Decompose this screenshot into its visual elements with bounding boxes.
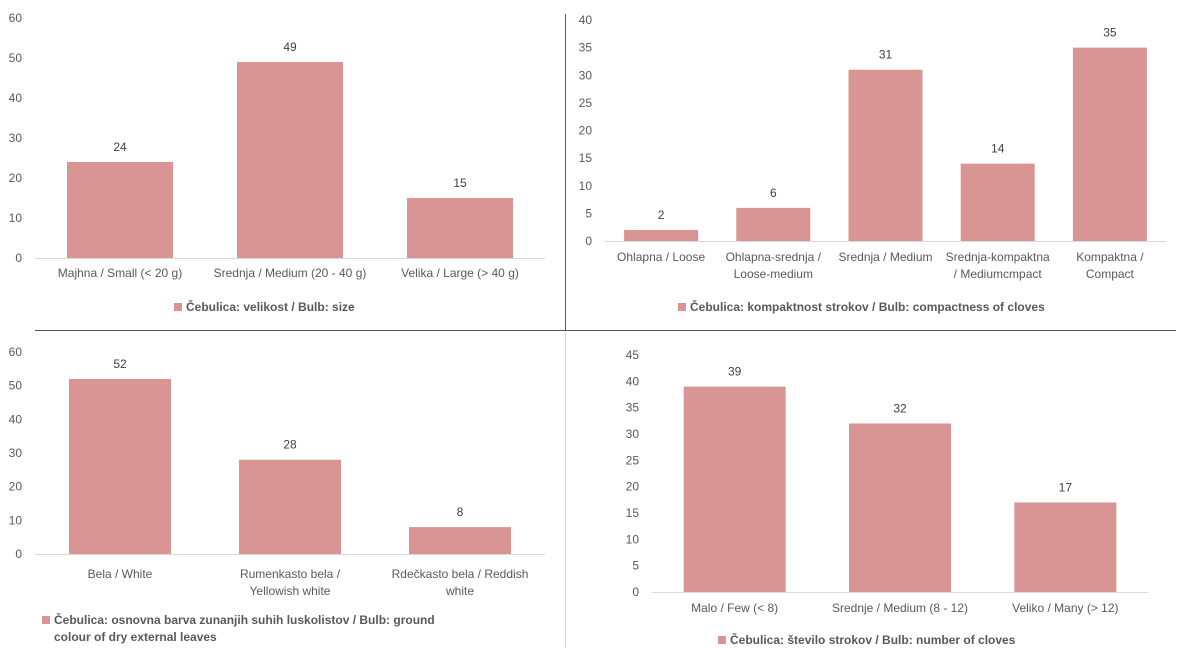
data-label: 8 bbox=[457, 505, 464, 519]
x-tick-label: white bbox=[445, 584, 474, 598]
bar bbox=[239, 459, 341, 554]
y-tick-label: 60 bbox=[9, 11, 23, 25]
legend-swatch bbox=[42, 616, 50, 624]
data-label: 52 bbox=[113, 357, 127, 371]
x-tick-label: Rdečkasto bela / Reddish bbox=[392, 567, 529, 581]
y-tick-label: 35 bbox=[579, 41, 593, 55]
x-tick-label: Malo / Few (< 8) bbox=[691, 601, 778, 615]
y-tick-label: 35 bbox=[626, 401, 640, 415]
y-tick-label: 10 bbox=[579, 179, 593, 193]
y-tick-label: 10 bbox=[626, 532, 640, 546]
y-tick-label: 0 bbox=[15, 547, 22, 561]
y-tick-label: 40 bbox=[579, 13, 593, 27]
legend-swatch bbox=[718, 636, 726, 644]
data-label: 32 bbox=[893, 401, 907, 415]
legend-label: colour of dry external leaves bbox=[54, 630, 217, 644]
y-tick-label: 30 bbox=[626, 427, 640, 441]
data-label: 15 bbox=[453, 176, 467, 190]
data-label: 49 bbox=[283, 40, 297, 54]
data-label: 17 bbox=[1059, 480, 1073, 494]
data-label: 35 bbox=[1103, 26, 1117, 40]
data-label: 2 bbox=[658, 208, 665, 222]
bar bbox=[683, 386, 786, 592]
legend-swatch bbox=[678, 303, 686, 311]
y-tick-label: 0 bbox=[585, 234, 592, 248]
y-tick-label: 0 bbox=[632, 585, 639, 599]
bar bbox=[736, 207, 811, 241]
x-tick-label: Veliko / Many (> 12) bbox=[1012, 601, 1118, 615]
bar bbox=[67, 162, 173, 258]
y-tick-label: 20 bbox=[9, 171, 23, 185]
y-tick-label: 30 bbox=[9, 131, 23, 145]
x-tick-label: Srednja / Medium (20 - 40 g) bbox=[214, 266, 367, 280]
legend-label: Čebulica: osnovna barva zunanjih suhih l… bbox=[54, 612, 435, 627]
legend-label: Čebulica: število strokov / Bulb: number… bbox=[730, 632, 1016, 647]
y-tick-label: 15 bbox=[579, 151, 593, 165]
x-tick-label: Srednje / Medium (8 - 12) bbox=[832, 601, 968, 615]
x-tick-label: Kompaktna / bbox=[1076, 250, 1144, 264]
y-tick-label: 10 bbox=[9, 211, 23, 225]
x-tick-label: Velika / Large (> 40 g) bbox=[401, 266, 519, 280]
x-tick-label: Yellowish white bbox=[250, 584, 331, 598]
y-tick-label: 50 bbox=[9, 51, 23, 65]
y-tick-label: 0 bbox=[15, 251, 22, 265]
y-tick-label: 25 bbox=[579, 96, 593, 110]
vertical-divider-bottom bbox=[565, 331, 566, 648]
y-tick-label: 25 bbox=[626, 453, 640, 467]
bar bbox=[237, 62, 343, 258]
y-tick-label: 60 bbox=[9, 345, 23, 359]
bar bbox=[69, 378, 171, 554]
y-tick-label: 45 bbox=[626, 348, 640, 362]
x-tick-label: Compact bbox=[1086, 267, 1135, 281]
x-tick-label: Ohlapna-srednja / bbox=[726, 250, 822, 264]
y-tick-label: 30 bbox=[9, 446, 23, 460]
y-tick-label: 30 bbox=[579, 68, 593, 82]
y-tick-label: 40 bbox=[9, 91, 23, 105]
y-tick-label: 5 bbox=[585, 206, 592, 220]
y-tick-label: 10 bbox=[9, 513, 23, 527]
bar bbox=[409, 527, 511, 554]
data-label: 6 bbox=[770, 186, 777, 200]
bar bbox=[1072, 47, 1147, 241]
bar bbox=[849, 423, 951, 592]
data-label: 14 bbox=[991, 142, 1005, 156]
horizontal-divider bbox=[35, 330, 1176, 331]
x-tick-label: Rumenkasto bela / bbox=[240, 567, 341, 581]
bar bbox=[624, 229, 699, 241]
legend-label: Čebulica: kompaktnost strokov / Bulb: co… bbox=[690, 299, 1045, 314]
legend-label: Čebulica: velikost / Bulb: size bbox=[186, 299, 355, 314]
x-tick-label: Ohlapna / Loose bbox=[617, 250, 705, 264]
data-label: 31 bbox=[879, 48, 893, 62]
y-tick-label: 5 bbox=[632, 559, 639, 573]
bar bbox=[407, 198, 513, 258]
bar bbox=[960, 163, 1035, 241]
x-tick-label: Majhna / Small (< 20 g) bbox=[58, 266, 182, 280]
data-label: 24 bbox=[113, 140, 127, 154]
vertical-divider-top bbox=[565, 14, 566, 331]
x-tick-label: / Mediumcmpact bbox=[954, 267, 1043, 281]
x-tick-label: Bela / White bbox=[88, 567, 153, 581]
y-tick-label: 40 bbox=[9, 412, 23, 426]
y-tick-label: 50 bbox=[9, 379, 23, 393]
data-label: 39 bbox=[728, 365, 742, 379]
x-tick-label: Srednja-kompaktna bbox=[946, 250, 1050, 264]
y-tick-label: 20 bbox=[9, 480, 23, 494]
y-tick-label: 40 bbox=[626, 374, 640, 388]
y-tick-label: 15 bbox=[626, 506, 640, 520]
bar bbox=[1014, 502, 1117, 592]
x-tick-label: Srednja / Medium bbox=[838, 250, 932, 264]
legend-swatch bbox=[174, 303, 182, 311]
bar bbox=[848, 69, 923, 241]
y-tick-label: 20 bbox=[579, 124, 593, 138]
data-label: 28 bbox=[283, 438, 297, 452]
x-tick-label: Loose-medium bbox=[734, 267, 813, 281]
y-tick-label: 20 bbox=[626, 480, 640, 494]
